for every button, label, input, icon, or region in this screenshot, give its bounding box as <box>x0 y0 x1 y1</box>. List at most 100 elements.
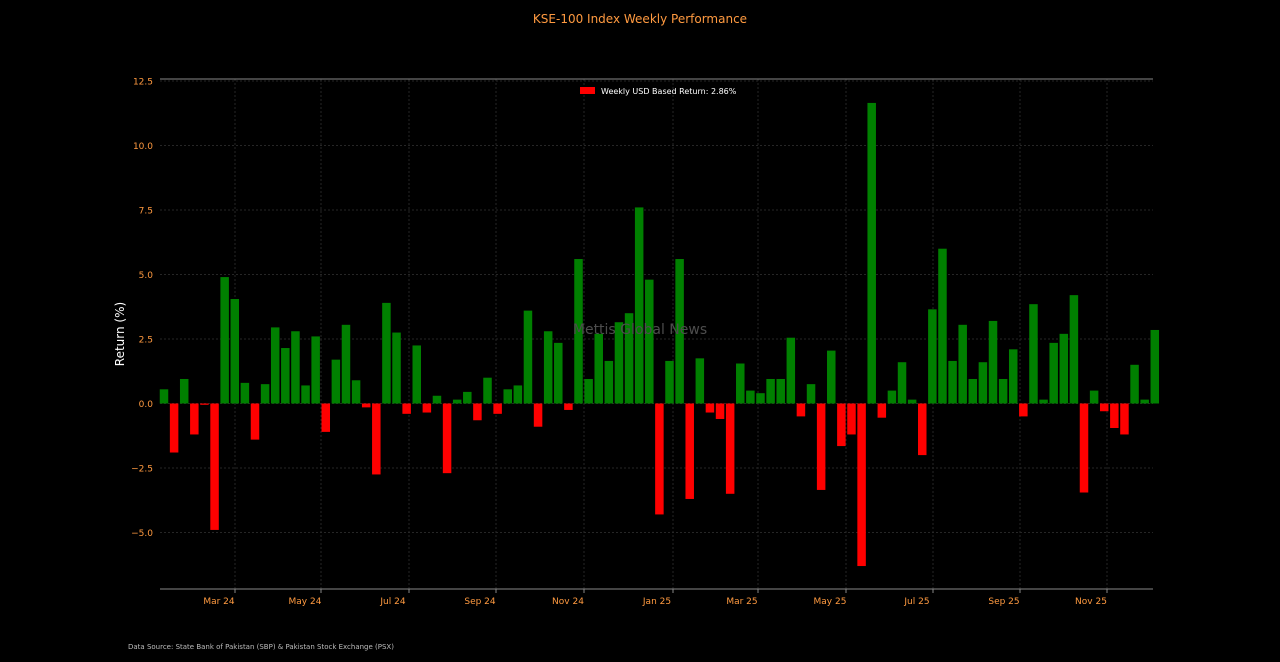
bar <box>533 403 543 427</box>
bar <box>392 332 401 404</box>
bar <box>756 393 765 404</box>
bar <box>837 403 846 447</box>
y-tick-label: 12.5 <box>133 78 153 88</box>
bar <box>493 403 502 414</box>
bar <box>695 358 705 404</box>
data-source-note: Data Source: State Bank of Pakistan (SBP… <box>128 643 394 651</box>
y-tick-label: 10.0 <box>133 142 153 152</box>
y-tick-label: 0.0 <box>139 400 154 410</box>
bar <box>210 403 219 530</box>
bar <box>412 345 421 404</box>
bar <box>543 331 553 404</box>
bar <box>1008 349 1018 404</box>
bar <box>897 362 907 404</box>
bar <box>1069 295 1079 404</box>
bar <box>887 390 897 404</box>
bar <box>665 360 674 404</box>
bar <box>786 337 796 404</box>
bar <box>1140 399 1149 404</box>
bar <box>806 384 816 404</box>
bar <box>968 378 978 404</box>
bar <box>624 313 634 404</box>
bar <box>1130 364 1139 404</box>
bar <box>988 320 998 404</box>
bar <box>281 348 290 404</box>
x-axis-ticks: Mar 24 May 24 Jul 24 Sep 24 Nov 24 Jan 25 Mar … <box>203 589 1108 607</box>
bar <box>513 385 523 404</box>
bar <box>554 342 563 404</box>
bar <box>1059 333 1069 404</box>
bar <box>159 389 169 404</box>
bar <box>1039 399 1048 404</box>
bar <box>827 350 836 404</box>
bar <box>523 310 533 404</box>
bar <box>645 279 654 404</box>
x-tick-label: Nov 24 <box>552 597 584 607</box>
bar <box>928 309 937 404</box>
bar <box>776 378 785 404</box>
x-tick-label: May 24 <box>289 597 322 607</box>
legend-label: Weekly USD Based Return: 2.86% <box>601 87 737 96</box>
bar <box>1150 329 1160 404</box>
bar <box>725 403 735 494</box>
bar <box>1089 390 1099 404</box>
bar <box>1110 403 1119 429</box>
bar <box>402 403 411 414</box>
x-tick-label: Jan 25 <box>642 597 671 607</box>
bar <box>452 399 462 404</box>
bar <box>655 403 664 515</box>
bar <box>1099 403 1109 412</box>
y-tick-label: 2.5 <box>139 336 153 346</box>
bar <box>796 403 806 417</box>
y-tick-label: 7.5 <box>139 207 153 217</box>
bar <box>372 403 381 475</box>
bar <box>240 382 250 404</box>
bar <box>1029 304 1038 404</box>
bar <box>847 403 856 435</box>
y-axis-ticks: 12.5 10.0 7.5 5.0 2.5 0.0 −2.5 −5.0 <box>131 78 153 540</box>
bars-group <box>159 102 1160 567</box>
bar <box>260 384 270 404</box>
bar <box>685 403 694 499</box>
legend-swatch <box>580 87 595 94</box>
bar <box>766 378 775 404</box>
y-axis-label: Return (%) <box>113 302 127 366</box>
bar <box>422 403 432 413</box>
bar <box>614 322 624 404</box>
bar <box>442 403 452 474</box>
bar <box>816 403 826 490</box>
bar <box>634 207 644 404</box>
watermark: Mettis Global News <box>573 322 707 338</box>
bar <box>594 333 603 404</box>
x-tick-label: Sep 24 <box>464 597 496 607</box>
bar <box>463 391 472 404</box>
bar <box>503 389 512 404</box>
bar <box>179 378 189 404</box>
bar <box>473 403 482 421</box>
bar <box>736 363 745 404</box>
legend: Weekly USD Based Return: 2.86% <box>580 87 737 96</box>
bar <box>321 403 331 432</box>
bar <box>918 403 927 456</box>
x-tick-label: Mar 24 <box>203 597 235 607</box>
bar <box>382 302 391 404</box>
x-tick-label: Nov 25 <box>1075 597 1107 607</box>
bar <box>200 403 209 405</box>
bar <box>250 403 260 440</box>
bar <box>564 403 573 410</box>
bar <box>1120 403 1129 435</box>
bar <box>604 360 614 404</box>
y-tick-label: 5.0 <box>139 271 154 281</box>
bar <box>291 331 300 404</box>
x-tick-label: Mar 25 <box>726 597 757 607</box>
bar <box>432 395 442 404</box>
bar <box>584 378 593 404</box>
x-tick-label: Jul 24 <box>379 597 405 607</box>
y-tick-label: −5.0 <box>131 529 153 539</box>
bar <box>230 299 240 404</box>
bar <box>361 403 371 408</box>
bar <box>483 377 492 404</box>
chart-title: KSE-100 Index Weekly Performance <box>533 12 747 26</box>
bar <box>948 360 957 404</box>
